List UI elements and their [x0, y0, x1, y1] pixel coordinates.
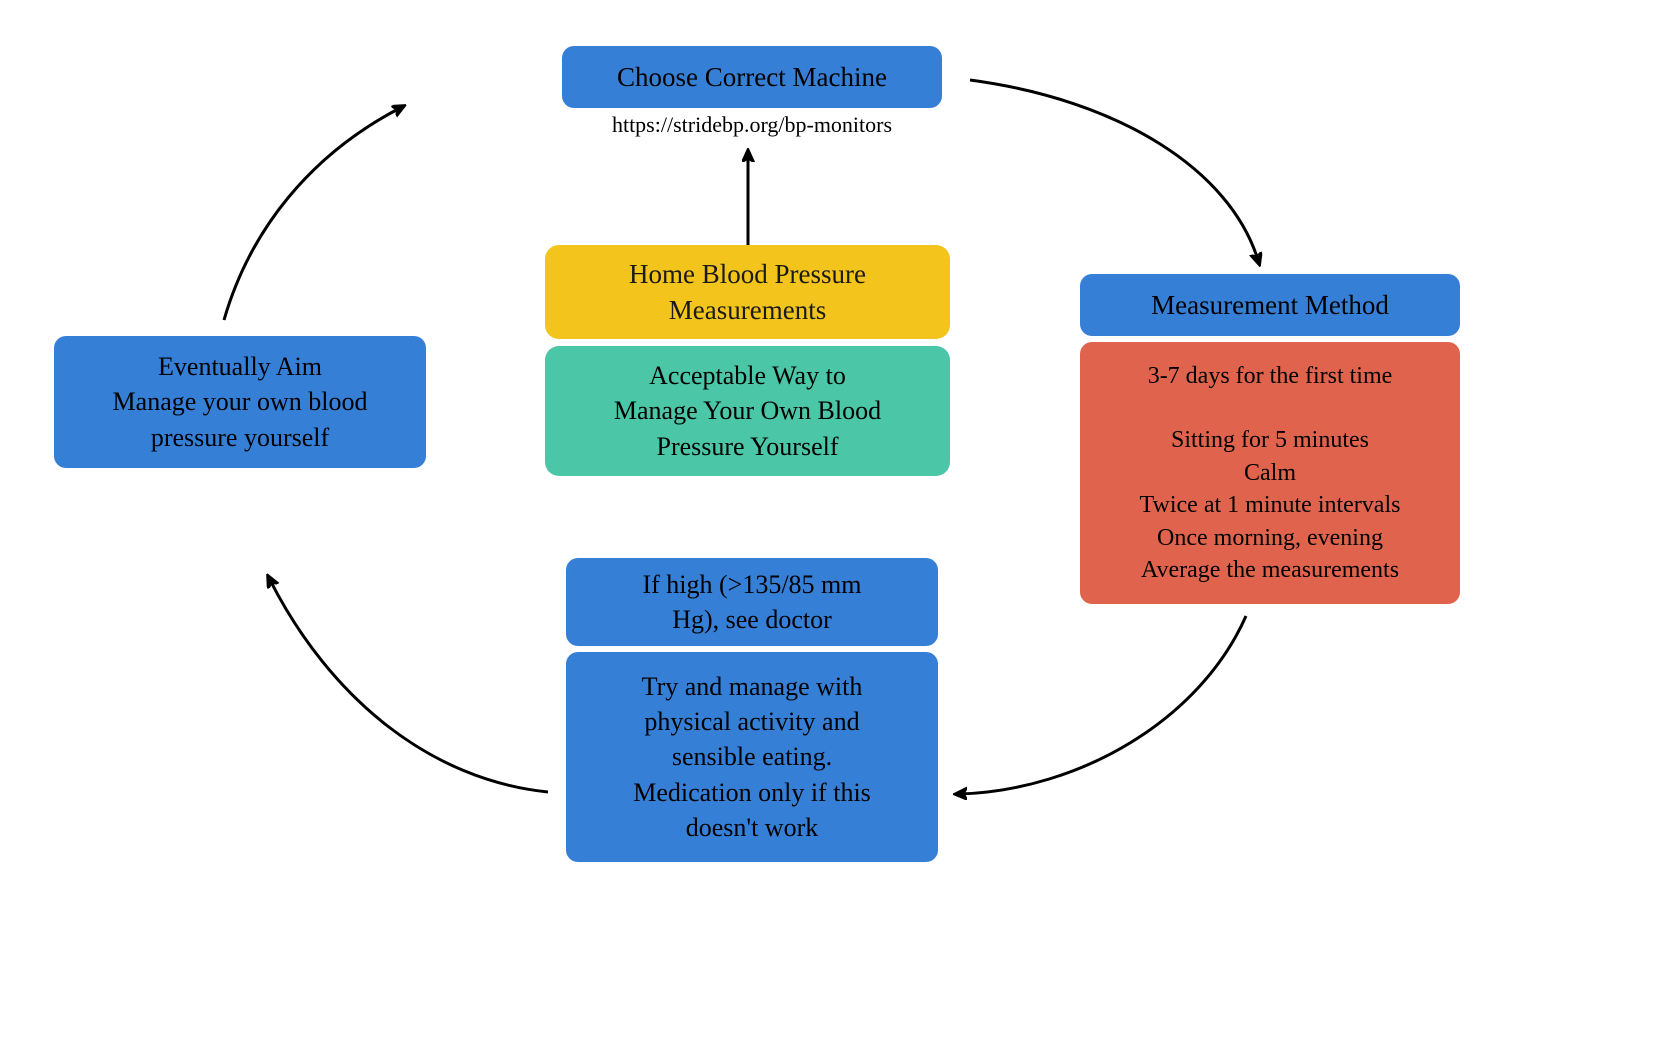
node-measurement-method-text: Measurement Method: [1151, 287, 1389, 323]
node-if-high: If high (>135/85 mmHg), see doctor: [566, 558, 938, 646]
arrow-left-to-top: [224, 108, 400, 320]
node-manage-text: Try and manage withphysical activity and…: [633, 669, 871, 844]
node-measurement-method: Measurement Method: [1080, 274, 1460, 336]
node-center-sub: Acceptable Way toManage Your Own BloodPr…: [545, 346, 950, 476]
arrow-top-to-right: [970, 80, 1258, 260]
node-choose-machine-url-text: https://stridebp.org/bp-monitors: [612, 112, 892, 137]
node-if-high-text: If high (>135/85 mmHg), see doctor: [642, 567, 861, 637]
node-choose-machine-text: Choose Correct Machine: [617, 59, 887, 95]
node-center-title: Home Blood PressureMeasurements: [545, 245, 950, 339]
node-aim: Eventually AimManage your own bloodpress…: [54, 336, 426, 468]
arrow-bottom-to-left: [270, 580, 548, 792]
node-center-sub-text: Acceptable Way toManage Your Own BloodPr…: [614, 358, 881, 463]
node-choose-machine: Choose Correct Machine: [562, 46, 942, 108]
node-center-title-text: Home Blood PressureMeasurements: [629, 256, 866, 329]
arrow-right-to-bottom: [960, 616, 1246, 794]
node-manage: Try and manage withphysical activity and…: [566, 652, 938, 862]
node-choose-machine-url: https://stridebp.org/bp-monitors: [562, 112, 942, 146]
node-measurement-detail-text: 3-7 days for the first time Sitting for …: [1140, 360, 1401, 587]
node-measurement-detail: 3-7 days for the first time Sitting for …: [1080, 342, 1460, 604]
node-aim-text: Eventually AimManage your own bloodpress…: [113, 349, 368, 454]
